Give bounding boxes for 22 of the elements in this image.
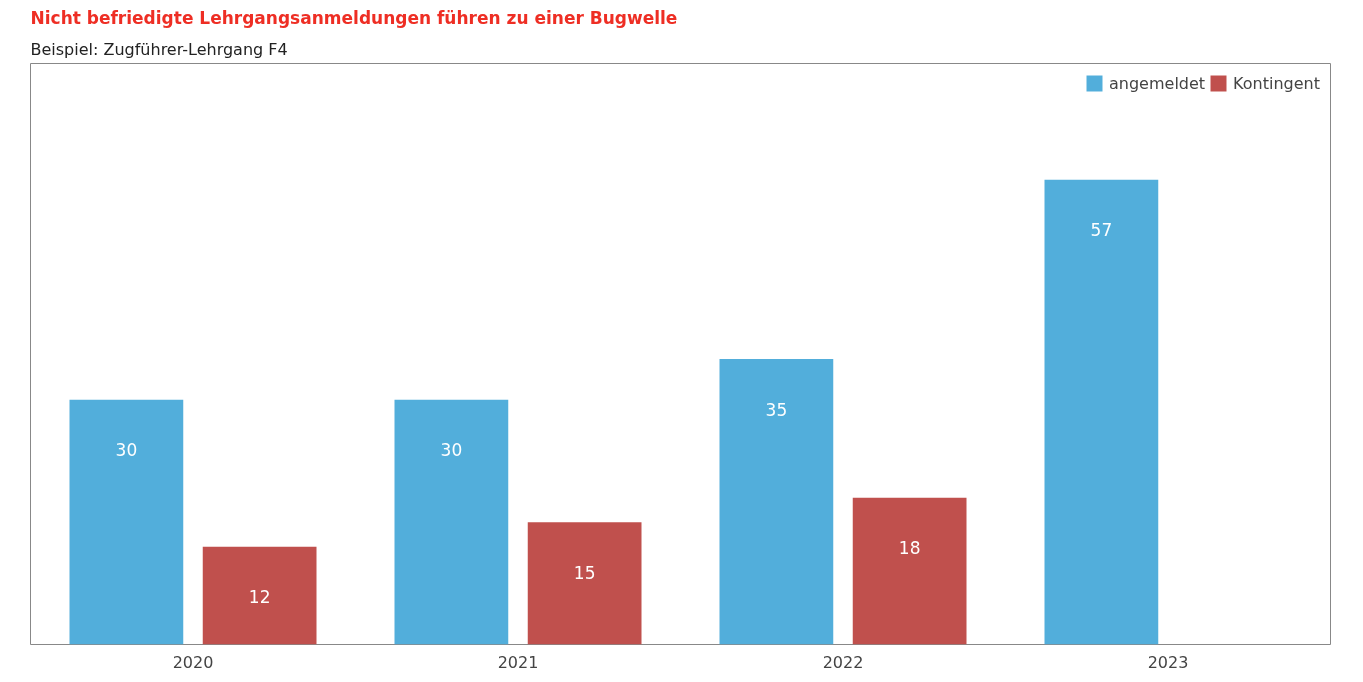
x-tick-label: 2023: [1147, 652, 1189, 672]
chart-title: Nicht befriedigte Lehrgangsanmeldungen führen zu einer Bugwelle: [30, 7, 678, 28]
bar: [852, 497, 967, 645]
bar: [202, 546, 317, 645]
chart-subtitle: Beispiel: Zugführer-Lehrgang F4: [30, 39, 288, 59]
data-label: 35: [765, 399, 788, 420]
bar: [69, 399, 184, 645]
data-label: 57: [1090, 220, 1113, 241]
legend-label: angemeldet: [1109, 73, 1206, 93]
x-tick-label: 2022: [822, 652, 864, 672]
bar: [527, 522, 642, 645]
x-tick-label: 2021: [497, 652, 539, 672]
bar: [394, 399, 509, 645]
data-label: 18: [898, 538, 921, 559]
legend-label: Kontingent: [1233, 73, 1320, 93]
bar: [1044, 179, 1159, 645]
data-label: 30: [440, 440, 463, 461]
data-label: 30: [115, 440, 138, 461]
data-label: 15: [573, 562, 596, 583]
data-label: 12: [248, 587, 271, 608]
x-tick-label: 2020: [172, 652, 214, 672]
bar: [719, 359, 834, 645]
